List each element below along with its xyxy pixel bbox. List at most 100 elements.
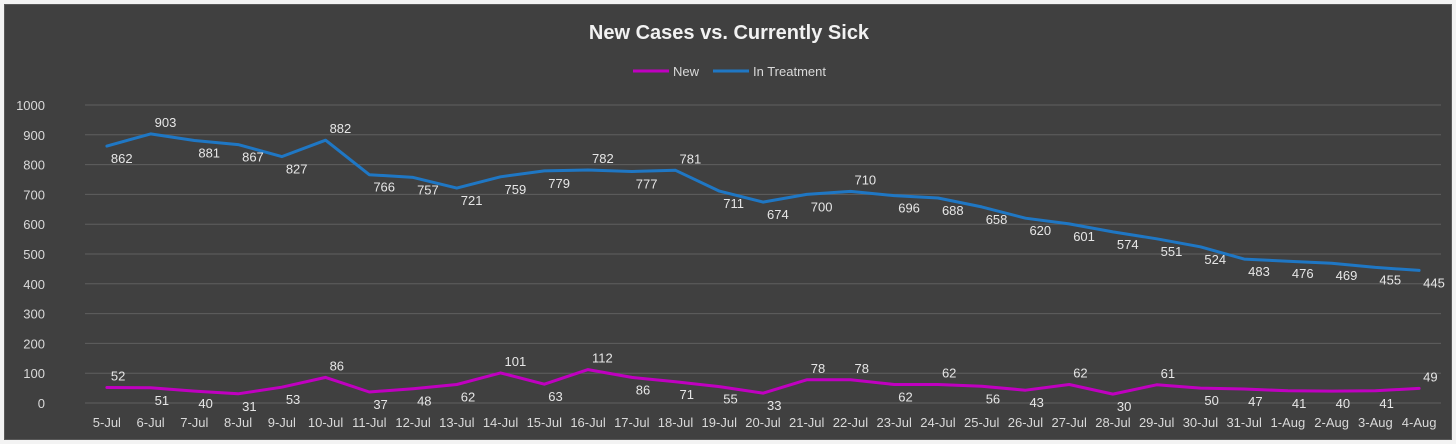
data-label: 52: [111, 369, 125, 384]
x-tick-label: 7-Jul: [180, 415, 208, 430]
x-tick-label: 19-Jul: [702, 415, 738, 430]
line-chart: 0 100 200 300 400 500 600 700 800 900 1000 5-Jul 6-…: [16, 22, 1445, 430]
series-line-in-treatment: [105, 132, 1421, 272]
y-tick-label: 700: [23, 187, 45, 202]
data-label: 63: [548, 389, 562, 404]
x-tick-label: 9-Jul: [268, 415, 296, 430]
legend[interactable]: New In Treatment: [633, 64, 826, 79]
data-label: 41: [1292, 396, 1306, 411]
y-tick-label: 100: [23, 366, 45, 381]
data-label: 862: [111, 151, 133, 166]
x-tick-label: 18-Jul: [658, 415, 694, 430]
data-label: 781: [680, 151, 702, 166]
x-tick-label: 27-Jul: [1051, 415, 1087, 430]
x-tick-label: 3-Aug: [1358, 415, 1393, 430]
data-label: 78: [854, 361, 868, 376]
x-tick-label: 14-Jul: [483, 415, 519, 430]
y-tick-label: 1000: [16, 98, 45, 113]
gridlines: [85, 104, 1441, 404]
data-label: 476: [1292, 266, 1314, 281]
data-label: 71: [680, 387, 694, 402]
data-label: 782: [592, 151, 614, 166]
data-label: 78: [811, 361, 825, 376]
data-label: 759: [505, 182, 527, 197]
x-tick-label: 23-Jul: [877, 415, 913, 430]
y-tick-label: 600: [23, 217, 45, 232]
y-tick-label: 400: [23, 277, 45, 292]
y-tick-label: 200: [23, 336, 45, 351]
data-label: 469: [1336, 268, 1358, 283]
x-tick-label: 11-Jul: [352, 415, 387, 430]
chart-title: New Cases vs. Currently Sick: [589, 22, 870, 44]
data-label: 777: [636, 176, 658, 191]
data-label: 881: [198, 145, 220, 160]
series-line-new: [105, 368, 1421, 396]
y-tick-label: 300: [23, 307, 45, 322]
data-label: 40: [198, 396, 212, 411]
data-label: 766: [373, 180, 395, 195]
y-tick-label: 900: [23, 128, 45, 143]
data-label: 674: [767, 207, 789, 222]
x-tick-label: 31-Jul: [1226, 415, 1262, 430]
data-label: 51: [155, 393, 169, 408]
data-label: 779: [548, 176, 570, 191]
data-label: 658: [986, 212, 1008, 227]
data-label: 62: [1073, 366, 1087, 381]
data-label: 101: [505, 354, 527, 369]
x-tick-label: 29-Jul: [1139, 415, 1175, 430]
data-label: 903: [155, 115, 177, 130]
data-label: 48: [417, 394, 431, 409]
data-label: 50: [1204, 393, 1218, 408]
data-label: 86: [330, 358, 344, 373]
data-label: 721: [461, 193, 483, 208]
data-label: 620: [1029, 223, 1051, 238]
y-tick-label: 800: [23, 158, 45, 173]
data-label: 867: [242, 150, 264, 165]
data-label: 455: [1379, 272, 1401, 287]
data-label: 49: [1423, 369, 1437, 384]
x-tick-label: 5-Jul: [93, 415, 121, 430]
x-tick-label: 8-Jul: [224, 415, 252, 430]
data-label: 55: [723, 392, 737, 407]
x-tick-label: 17-Jul: [614, 415, 650, 430]
data-label: 41: [1379, 396, 1393, 411]
y-tick-label: 0: [38, 396, 45, 411]
data-label: 882: [330, 121, 352, 136]
data-label: 574: [1117, 237, 1139, 252]
data-label: 601: [1073, 229, 1095, 244]
data-label: 30: [1117, 399, 1131, 414]
data-labels: 52 51 40 31 53 86 37 48 62 101 63 112 86 71 55 33 78 78 62…: [111, 115, 1445, 414]
data-label: 56: [986, 391, 1000, 406]
data-label: 445: [1423, 275, 1445, 290]
series-lines: [105, 132, 1421, 396]
x-tick-label: 25-Jul: [964, 415, 1000, 430]
x-tick-label: 22-Jul: [833, 415, 869, 430]
data-label: 688: [942, 203, 964, 218]
data-label: 710: [854, 172, 876, 187]
data-label: 37: [373, 397, 387, 412]
x-tick-label: 20-Jul: [745, 415, 781, 430]
data-label: 483: [1248, 264, 1270, 279]
legend-label-new: New: [673, 64, 700, 79]
y-axis: 0 100 200 300 400 500 600 700 800 900 1000: [16, 98, 45, 411]
data-label: 53: [286, 392, 300, 407]
data-label: 827: [286, 162, 308, 177]
data-label: 62: [461, 390, 475, 405]
data-label: 86: [636, 382, 650, 397]
x-tick-label: 30-Jul: [1183, 415, 1219, 430]
x-tick-label: 4-Aug: [1402, 415, 1437, 430]
data-label: 62: [898, 390, 912, 405]
y-tick-label: 500: [23, 247, 45, 262]
x-axis: 5-Jul 6-Jul 7-Jul 8-Jul 9-Jul 10-Jul 11-Jul 12-…: [93, 415, 1437, 430]
data-label: 112: [592, 351, 613, 366]
data-label: 33: [767, 398, 781, 413]
x-tick-label: 24-Jul: [920, 415, 956, 430]
x-tick-label: 15-Jul: [527, 415, 563, 430]
data-label: 700: [811, 199, 833, 214]
data-label: 61: [1161, 366, 1175, 381]
x-tick-label: 12-Jul: [395, 415, 431, 430]
chart-area[interactable]: 0 100 200 300 400 500 600 700 800 900 1000 5-Jul 6-…: [4, 4, 1452, 440]
data-label: 43: [1029, 395, 1043, 410]
x-tick-label: 6-Jul: [137, 415, 165, 430]
x-tick-label: 10-Jul: [308, 415, 344, 430]
